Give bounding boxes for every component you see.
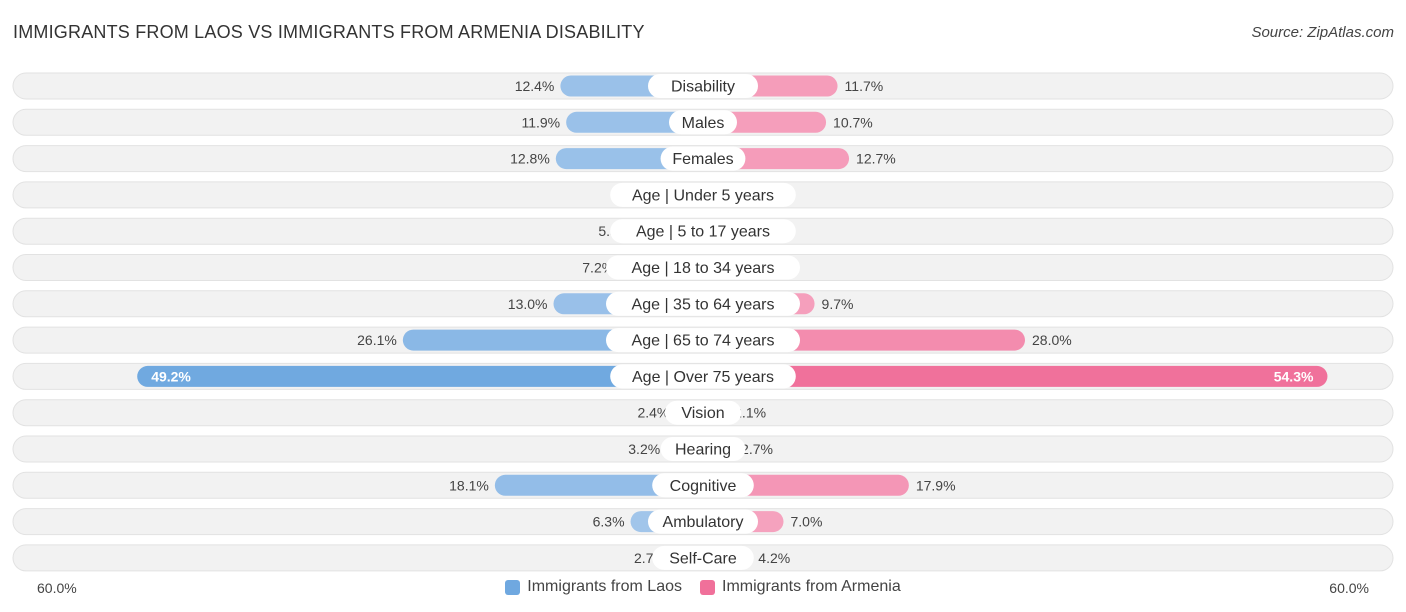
bar-armenia	[703, 474, 909, 496]
legend-label-armenia: Immigrants from Armenia	[722, 578, 901, 595]
category-label: Disability	[671, 79, 735, 96]
value-label-armenia: 28.0%	[1032, 332, 1072, 348]
category-pill	[606, 328, 800, 353]
category-pill	[648, 509, 758, 534]
legend-swatch-armenia	[700, 579, 715, 595]
category-pill	[652, 545, 754, 570]
category-label: Females	[672, 151, 733, 168]
category-label: Ambulatory	[663, 514, 744, 531]
value-label-laos: 11.9%	[521, 114, 560, 130]
value-label-laos: 13.0%	[508, 296, 548, 312]
category-pill	[652, 473, 754, 498]
value-label-laos: 2.4%	[637, 405, 669, 421]
chart-title: IMMIGRANTS FROM LAOS VS IMMIGRANTS FROM …	[13, 22, 645, 42]
value-label-armenia: 2.7%	[741, 441, 773, 457]
category-label: Self-Care	[669, 550, 737, 567]
category-pill	[664, 400, 742, 425]
value-label-laos: 12.8%	[510, 151, 550, 167]
value-label-armenia: 17.9%	[916, 477, 956, 493]
value-label-armenia: 9.7%	[822, 296, 854, 312]
value-label-armenia: 12.7%	[856, 151, 896, 167]
legend-label-laos: Immigrants from Laos	[527, 578, 682, 595]
bar-laos	[566, 111, 703, 133]
category-pill	[660, 146, 746, 171]
category-label: Age | 65 to 74 years	[632, 333, 775, 350]
value-label-laos: 26.1%	[357, 332, 397, 348]
source-credit: Source: ZipAtlas.com	[1251, 24, 1394, 41]
category-pill	[610, 182, 796, 207]
value-label-armenia: 7.0%	[791, 514, 823, 530]
value-label-armenia: 10.7%	[833, 114, 873, 130]
category-label: Age | Over 75 years	[632, 369, 774, 386]
category-label: Age | 5 to 17 years	[636, 224, 770, 241]
axis-right-label: 60.0%	[1329, 580, 1369, 596]
value-label-armenia: 54.3%	[1274, 368, 1314, 384]
category-label: Age | Under 5 years	[632, 187, 774, 204]
bar-armenia	[703, 365, 1328, 387]
category-pill	[669, 110, 737, 135]
category-pill	[610, 364, 796, 389]
category-pill	[606, 255, 800, 280]
category-pill	[610, 219, 796, 244]
category-pill	[660, 437, 746, 461]
category-pill	[606, 291, 800, 316]
category-pill	[648, 74, 758, 98]
axis-left-label: 60.0%	[37, 580, 77, 596]
category-label: Males	[682, 115, 725, 132]
value-label-laos: 49.2%	[151, 368, 191, 384]
value-label-laos: 6.3%	[593, 514, 625, 530]
category-label: Cognitive	[670, 478, 737, 495]
legend-item-laos: Immigrants from Laos	[505, 578, 682, 596]
bar-laos	[137, 365, 703, 387]
value-label-armenia: 11.7%	[845, 78, 884, 94]
value-label-laos: 18.1%	[449, 477, 489, 493]
value-label-armenia: 2.1%	[734, 405, 766, 421]
category-label: Age | 35 to 64 years	[632, 296, 775, 313]
legend-swatch-laos	[505, 579, 521, 595]
value-label-laos: 12.4%	[515, 78, 555, 94]
category-label: Age | 18 to 34 years	[632, 260, 775, 277]
value-label-laos: 7.2%	[582, 260, 614, 276]
value-label-armenia: 4.2%	[758, 550, 790, 566]
category-label: Vision	[681, 405, 724, 422]
value-label-laos: 3.2%	[628, 441, 660, 457]
legend-item-armenia: Immigrants from Armenia	[700, 578, 901, 596]
bar-laos	[494, 474, 703, 496]
legend: Immigrants from Laos Immigrants from Arm…	[0, 578, 1406, 596]
category-label: Hearing	[675, 442, 731, 459]
